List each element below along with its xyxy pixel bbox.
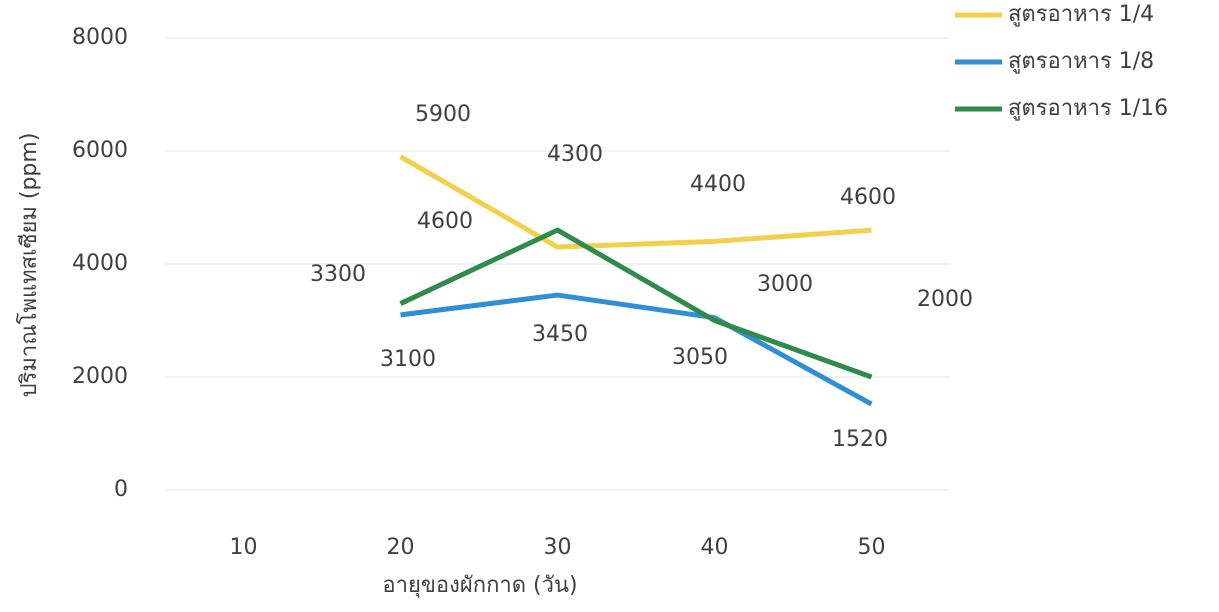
- data-label: 3050: [672, 345, 728, 370]
- data-label: 2000: [917, 287, 973, 312]
- series-line: [400, 292, 873, 407]
- x-tick-label: 50: [858, 535, 886, 560]
- data-label: 3100: [380, 347, 436, 372]
- y-tick-label: 4000: [72, 251, 128, 276]
- data-label: 4300: [547, 142, 603, 167]
- series-line: [399, 227, 873, 380]
- x-tick-label: 40: [701, 535, 729, 560]
- series-line: [399, 154, 872, 250]
- y-tick-label: 8000: [72, 25, 128, 50]
- legend-label: สูตรอาหาร 1/16: [1008, 96, 1168, 121]
- data-label: 3000: [757, 272, 813, 297]
- data-label: 3300: [310, 262, 366, 287]
- data-label: 1520: [832, 427, 888, 452]
- y-axis-title: ปริมาณโพแทสเซียม (ppm): [16, 133, 42, 398]
- data-label: 4600: [840, 185, 896, 210]
- x-tick-label: 20: [387, 535, 415, 560]
- x-axis-title: อายุของผักกาด (วัน): [382, 573, 577, 598]
- data-label: 3450: [532, 322, 588, 347]
- y-tick-label: 6000: [72, 138, 128, 163]
- legend-label: สูตรอาหาร 1/4: [1008, 2, 1154, 27]
- data-label: 4400: [690, 172, 746, 197]
- y-tick-label: 2000: [72, 364, 128, 389]
- data-label: 5900: [415, 102, 471, 127]
- y-tick-label: 0: [114, 477, 128, 502]
- legend-label: สูตรอาหาร 1/8: [1008, 49, 1154, 74]
- x-tick-label: 10: [230, 535, 258, 560]
- x-tick-label: 30: [544, 535, 572, 560]
- data-label: 4600: [417, 209, 473, 234]
